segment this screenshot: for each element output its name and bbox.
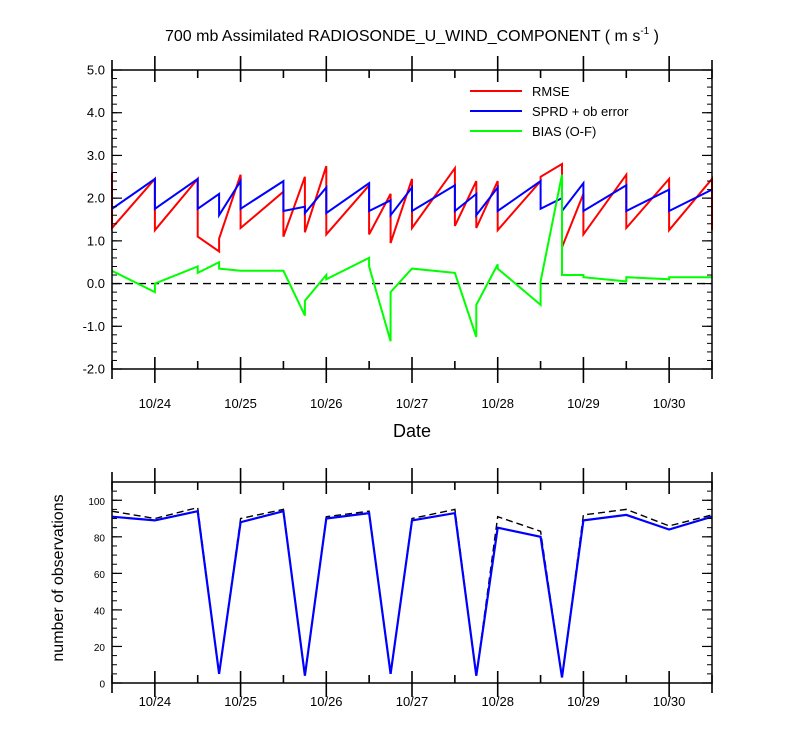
y-tick-label: 1.0	[87, 233, 105, 248]
y-tick-label: 40	[94, 606, 106, 617]
chart-title: 700 mb Assimilated RADIOSONDE_U_WIND_COM…	[165, 26, 659, 45]
series-line-sprd-ob-error	[111, 176, 713, 219]
series-line-rmse	[111, 162, 713, 254]
legend-label: BIAS (O-F)	[532, 124, 596, 139]
x-tick-label: 10/29	[567, 694, 600, 709]
x-tick-label: 10/25	[224, 694, 257, 709]
series-line-bias-o-f	[111, 174, 712, 342]
y-tick-label: 3.0	[87, 148, 105, 163]
legend-label: SPRD + ob error	[532, 104, 629, 119]
x-tick-label: 10/28	[481, 396, 514, 411]
x-tick-label: 10/28	[481, 694, 514, 709]
legend: RMSE SPRD + ob error BIAS (O-F)	[470, 84, 629, 139]
bottom-chart-panel: 0 20 40 60 80 100 10/24 10/25 10/26 10/27 10/28 10/…	[50, 468, 713, 709]
x-tick-label: 10/30	[653, 694, 686, 709]
x-tick-label: 10/27	[396, 694, 429, 709]
x-tick-label: 10/26	[310, 396, 343, 411]
y-tick-label: 0	[99, 680, 105, 691]
x-tick-label: 10/25	[224, 396, 257, 411]
y-tick-label: 80	[94, 533, 106, 544]
y-tick-label: 4.0	[87, 105, 105, 120]
x-tick-label: 10/26	[310, 694, 343, 709]
x-tick-label: 10/30	[653, 396, 686, 411]
x-tick-label: 10/29	[567, 396, 600, 411]
y-tick-label: -1.0	[83, 319, 105, 334]
y-tick-label: 5.0	[87, 63, 105, 78]
x-tick-label: 10/24	[139, 694, 172, 709]
y-tick-label: 2.0	[87, 191, 105, 206]
y-tick-label: 60	[94, 570, 106, 581]
y-tick-label: 20	[94, 643, 106, 654]
top-chart-panel: -2.0 -1.0 0.0 1.0 2.0 3.0 4.0 5.0 10/24 10/25 10/2…	[83, 56, 713, 441]
y-tick-label: 100	[88, 497, 105, 508]
x-tick-label: 10/24	[139, 396, 172, 411]
x-tick-label: 10/27	[396, 396, 429, 411]
y-tick-label: 0.0	[87, 276, 105, 291]
bottom-plot-frame	[111, 481, 713, 684]
y-tick-label: -2.0	[83, 362, 105, 377]
series-line-series-2	[111, 509, 713, 678]
bottom-y-axis-label: number of observations	[50, 494, 67, 661]
top-x-axis-label: Date	[393, 421, 431, 441]
legend-label: RMSE	[532, 84, 570, 99]
series-line-series-1	[111, 506, 713, 678]
